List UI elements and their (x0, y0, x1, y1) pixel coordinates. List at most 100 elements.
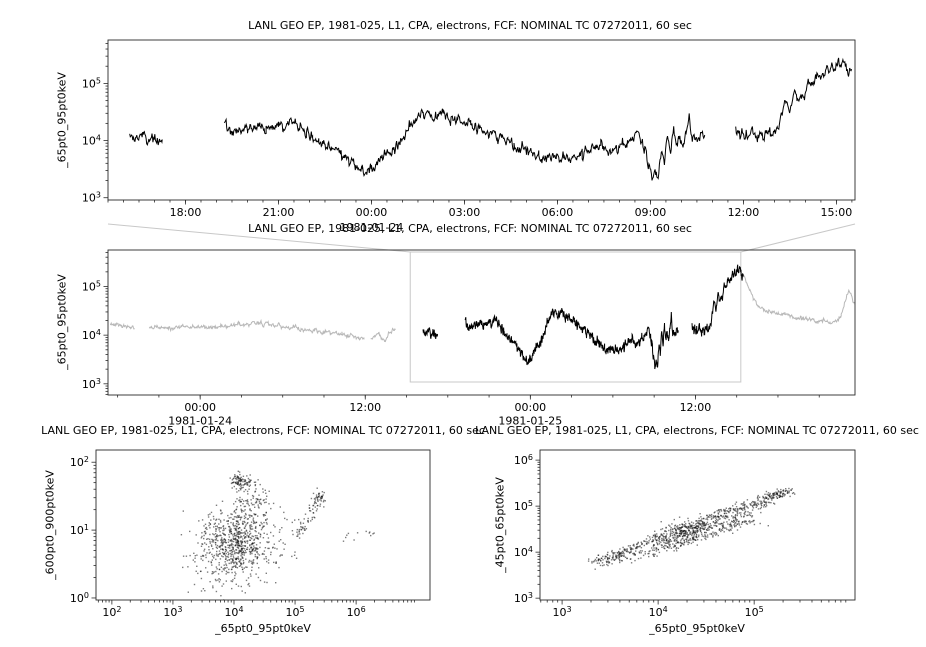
scatter-45-65-x-ticks (540, 600, 847, 605)
context-after-window (743, 275, 855, 325)
context-before-window (370, 327, 396, 343)
svg-text:102: 102 (70, 455, 89, 469)
y-axis-label-top: _65pt0_95pt0keV (55, 72, 69, 168)
top-timeseries-x-tick-labels: 18:00 21:00 00:00 03:00 06:00 09:00 12:00 15:00… (170, 206, 853, 234)
svg-text:12:00: 12:00 (680, 401, 712, 414)
scatter-600-900-cluster-11 (234, 483, 249, 529)
zoom-region-box[interactable] (409, 251, 742, 383)
svg-text:105: 105 (82, 279, 101, 293)
svg-text:00:00: 00:00 (184, 401, 216, 414)
svg-text:105: 105 (286, 605, 305, 619)
scatter-600-900-cluster-4 (213, 508, 276, 541)
svg-text:106: 106 (514, 453, 533, 467)
electron-flux-65-95keV (464, 307, 679, 370)
scatter-600-900-cluster-8 (180, 534, 230, 593)
svg-text:105: 105 (514, 499, 533, 513)
svg-text:103: 103 (163, 605, 182, 619)
scatter-45-65-cluster-5 (713, 488, 787, 531)
svg-text:09:00: 09:00 (635, 206, 667, 219)
scatter-600-900-data (180, 470, 375, 600)
svg-text:12:00: 12:00 (728, 206, 760, 219)
scatter-45-65-cluster-1 (640, 508, 746, 552)
x-axis-label-scatter-left: _65pt0_95pt0keV (215, 622, 311, 635)
scatter-600-900-cluster-2 (229, 470, 259, 490)
context-timeseries-data (109, 264, 855, 370)
electron-flux-65-95keV (129, 130, 163, 146)
scatter-45-65-cluster-2 (640, 511, 769, 559)
svg-text:101: 101 (70, 523, 89, 537)
svg-text:105: 105 (745, 605, 764, 619)
svg-text:18:00: 18:00 (170, 206, 202, 219)
svg-text:106: 106 (347, 605, 366, 619)
electron-flux-65-95keV (223, 108, 706, 181)
svg-text:104: 104 (224, 605, 243, 619)
context-timeseries-y-ticks (103, 252, 108, 396)
context-timeseries-frame (107, 249, 856, 396)
scatter-45-65-cluster-4 (763, 487, 796, 500)
scatter-45-65-cluster-3 (587, 551, 641, 567)
scatter-600-900-cluster-5 (296, 495, 323, 539)
svg-text:03:00: 03:00 (449, 206, 481, 219)
scatter-600-900-cluster-9 (342, 530, 375, 542)
y-axis-label-context: _65pt0_95pt0keV (55, 274, 69, 370)
zoom-connectors (107, 223, 856, 383)
svg-text:15:00: 15:00 (821, 206, 853, 219)
context-timeseries-x-ticks (117, 395, 820, 400)
electron-flux-65-95keV (691, 264, 744, 337)
svg-text:103: 103 (82, 377, 101, 391)
svg-text:21:00: 21:00 (263, 206, 295, 219)
scatter-600-900-cluster-3 (233, 481, 275, 529)
svg-text:104: 104 (649, 605, 668, 619)
scatter-600-900-frame (95, 449, 431, 601)
scatter-45-65-x-tick-labels: 103 104 105 (553, 605, 764, 619)
svg-text:00:00: 00:00 (356, 206, 388, 219)
svg-text:105: 105 (82, 76, 101, 90)
svg-text:06:00: 06:00 (542, 206, 574, 219)
top-timeseries-plot[interactable]: 18:00 21:00 00:00 03:00 06:00 09:00 12:00 15:00… (82, 39, 856, 234)
svg-text:104: 104 (82, 134, 101, 148)
context-timeseries-y-tick-labels: 103 104 105 (82, 279, 101, 390)
scatter-600-900-x-ticks (97, 600, 415, 605)
top-timeseries-frame (107, 39, 856, 201)
svg-text:102: 102 (102, 605, 121, 619)
top-timeseries-y-tick-labels: 103 104 105 (82, 76, 101, 204)
chart-title-top: LANL GEO EP, 1981-025, L1, CPA, electron… (248, 19, 692, 32)
scatter-45-65-plot[interactable]: 103 104 105 103 104 105 106 (514, 449, 856, 619)
y-axis-label-scatter-left: _600pt0_900pt0keV (43, 470, 57, 580)
y-axis-label-scatter-right: _45pt0_65pt0keV (493, 477, 507, 573)
x-axis-label-scatter-right: _65pt0_95pt0keV (649, 622, 745, 635)
scatter-45-65-frame (539, 449, 856, 601)
scatter-600-900-y-tick-labels: 100 101 102 (70, 455, 89, 605)
svg-text:1981-01-24: 1981-01-24 (339, 221, 403, 234)
context-before-window (148, 318, 365, 341)
top-timeseries-x-ticks (107, 200, 853, 205)
svg-text:100: 100 (70, 591, 89, 605)
scatter-45-65-data (587, 487, 796, 570)
svg-text:12:00: 12:00 (349, 401, 381, 414)
scatter-600-900-plot[interactable]: 102 103 104 105 106 100 101 102 (70, 449, 431, 619)
context-before-window (109, 321, 135, 330)
svg-text:1981-01-24: 1981-01-24 (168, 415, 232, 428)
chart-title-context: LANL GEO EP, 1981-025, L1, CPA, electron… (248, 222, 692, 235)
svg-text:104: 104 (82, 328, 101, 342)
scatter-45-65-y-ticks (535, 459, 540, 599)
scatter-600-900-cluster-1 (182, 500, 255, 558)
svg-text:00:00: 00:00 (514, 401, 546, 414)
scatter-600-900-y-ticks (91, 461, 96, 599)
svg-text:103: 103 (514, 591, 533, 605)
svg-text:1981-01-25: 1981-01-25 (498, 415, 562, 428)
electron-flux-65-95keV (735, 57, 853, 143)
scatter-45-65-y-tick-labels: 103 104 105 106 (514, 453, 533, 605)
svg-text:104: 104 (514, 545, 533, 559)
scatter-600-900-cluster-6 (310, 487, 326, 508)
scatter-600-900-x-tick-labels: 102 103 104 105 106 (102, 605, 365, 619)
chart-title-scatter-right: LANL GEO EP, 1981-025, L1, CPA, electron… (475, 424, 919, 437)
chart-title-scatter-left: LANL GEO EP, 1981-025, L1, CPA, electron… (41, 424, 485, 437)
top-timeseries-y-ticks (103, 43, 108, 199)
svg-text:103: 103 (553, 605, 572, 619)
electron-flux-65-95keV (422, 327, 438, 339)
